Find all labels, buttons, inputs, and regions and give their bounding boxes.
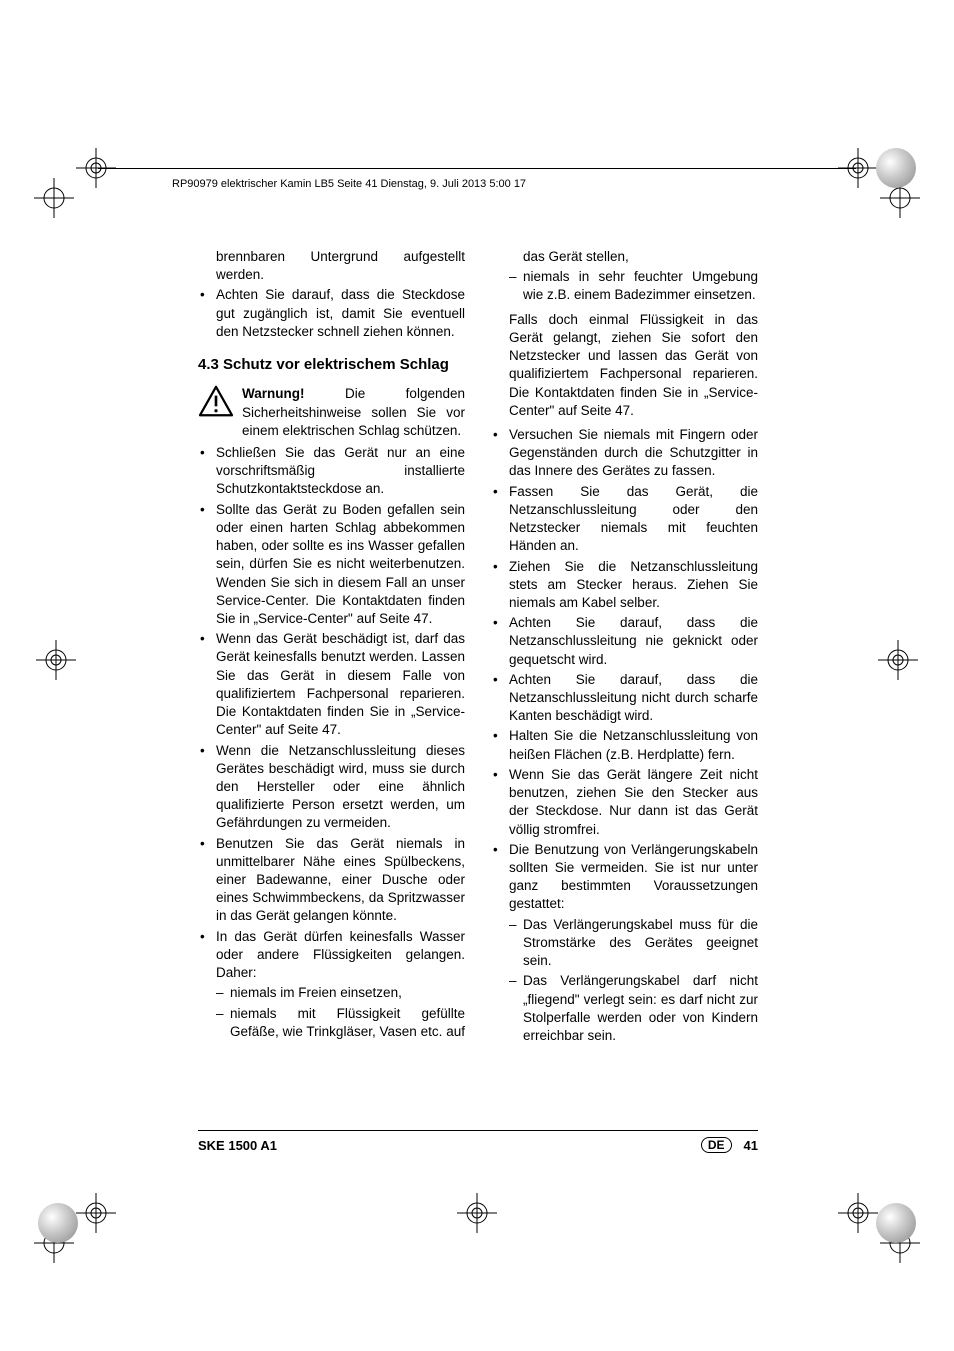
safety-item: Schließen Sie das Gerät nur an eine vors… — [198, 444, 465, 499]
safety-subitem: Das Verlängerungskabel darf nicht „flieg… — [509, 972, 758, 1045]
sphere-mark-icon — [38, 1203, 78, 1243]
crop-mark-icon — [838, 1193, 878, 1233]
footer-model: SKE 1500 A1 — [198, 1138, 277, 1153]
header-rule — [98, 168, 856, 169]
intro-item: Achten Sie darauf, dass die Steckdose gu… — [198, 286, 465, 341]
intro-item: brennbaren Untergrund aufgestellt werden… — [198, 248, 465, 284]
safety-item: Versuchen Sie niemals mit Fingern oder G… — [491, 426, 758, 481]
safety-subitem: niemals in sehr feuchter Umgebung wie z.… — [509, 268, 758, 304]
safety-item: Die Benutzung von Verlängerungskabeln so… — [491, 841, 758, 1045]
safety-item: Achten Sie darauf, dass die Netzanschlus… — [491, 671, 758, 726]
safety-item: Achten Sie darauf, dass die Netzanschlus… — [491, 614, 758, 669]
lang-badge: DE — [701, 1137, 732, 1153]
safety-item: Benutzen Sie das Gerät niemals in unmitt… — [198, 835, 465, 926]
crop-mark-icon — [34, 178, 74, 218]
page-footer: SKE 1500 A1 DE 41 — [198, 1130, 758, 1153]
crop-mark-icon — [878, 640, 918, 680]
warning-icon — [198, 385, 234, 422]
section-heading: 4.3 Schutz vor elektrischem Schlag — [198, 355, 465, 375]
warning-block: Warnung! Die folgenden Sicherheitshinwei… — [198, 385, 465, 440]
safety-subitem: niemals im Freien einsetzen, — [216, 984, 465, 1002]
safety-item: Ziehen Sie die Netzanschlussleitung stet… — [491, 558, 758, 613]
safety-item: Halten Sie die Netzanschlussleitung von … — [491, 727, 758, 763]
safety-item: Wenn Sie das Gerät längere Zeit nicht be… — [491, 766, 758, 839]
crop-mark-icon — [36, 640, 76, 680]
safety-item: Sollte das Gerät zu Boden gefallen sein … — [198, 501, 465, 629]
sphere-mark-icon — [876, 148, 916, 188]
page-content: brennbaren Untergrund aufgestellt werden… — [198, 248, 758, 1045]
crop-mark-icon — [76, 1193, 116, 1233]
crop-mark-icon — [457, 1193, 497, 1233]
warning-text: Warnung! Die folgenden Sicherheitshinwei… — [242, 385, 465, 440]
safety-item: Wenn das Gerät beschädigt ist, darf das … — [198, 630, 465, 739]
safety-subitem: Das Verlängerungskabel muss für die Stro… — [509, 916, 758, 971]
safety-paragraph: Falls doch einmal Flüssigkeit in das Ger… — [509, 311, 758, 420]
safety-item: Wenn die Netzanschlussleitung dieses Ger… — [198, 742, 465, 833]
running-header: RP90979 elektrischer Kamin LB5 Seite 41 … — [172, 178, 526, 190]
page-number: 41 — [744, 1138, 758, 1153]
sphere-mark-icon — [876, 1203, 916, 1243]
safety-item: Fassen Sie das Gerät, die Netzanschlussl… — [491, 483, 758, 556]
